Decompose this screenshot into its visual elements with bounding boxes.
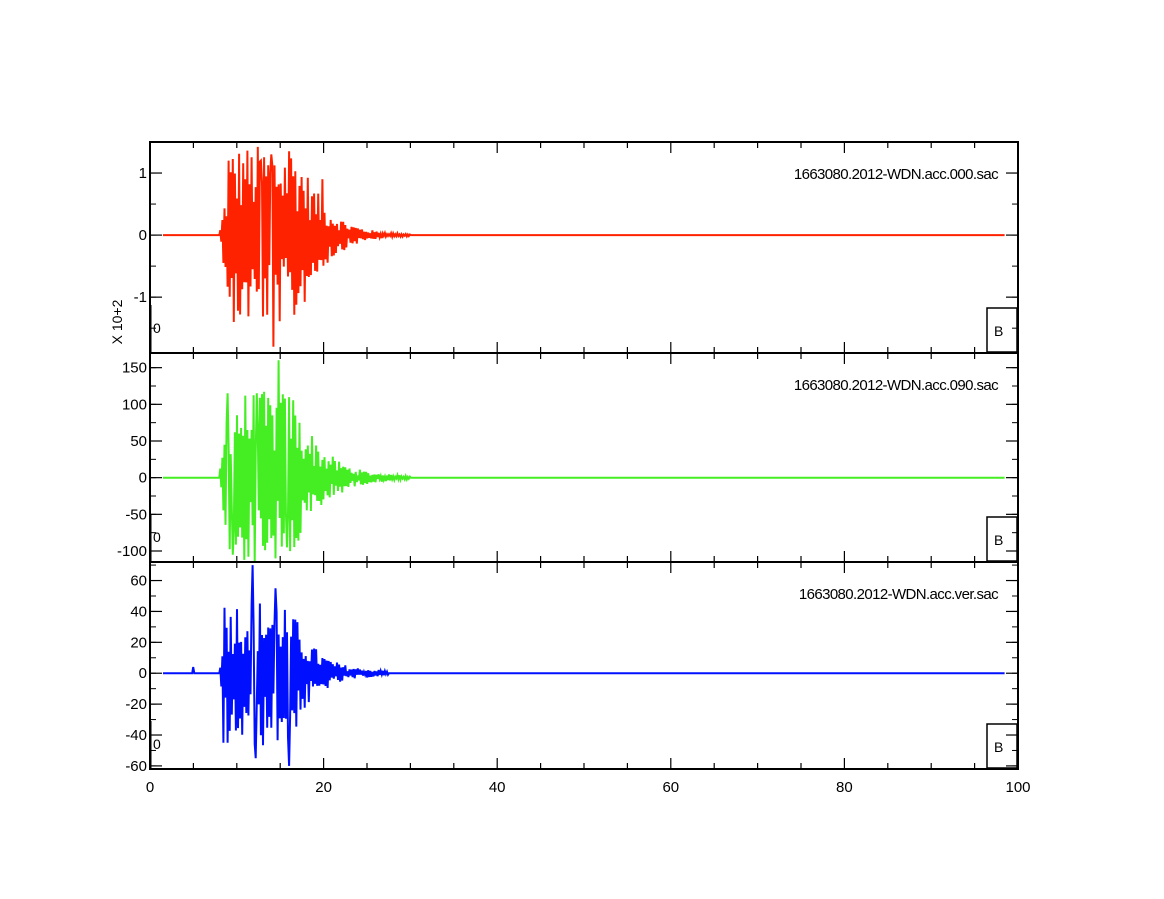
panel-1-trace: [163, 146, 1005, 347]
panel-3-y-tick-label: 60: [130, 573, 147, 590]
panel-2-y-tick-label: 50: [130, 433, 147, 450]
panel-1-y-tick-label: 0: [139, 227, 147, 244]
panels: 1 0 -1 1663080.2012-WDN.acc.000.sac 0 B 150 100…: [117, 141, 1019, 775]
panel-2-trace: [163, 360, 1005, 563]
x-tick-label: 100: [1005, 779, 1030, 796]
panel-3-title: 1663080.2012-WDN.acc.ver.sac: [799, 586, 999, 603]
panel-3-y-tick-label: 20: [130, 634, 147, 651]
x-tick-label: 40: [489, 779, 506, 796]
panel-2-y-tick-label: -100: [117, 543, 147, 560]
panel-1-title: 1663080.2012-WDN.acc.000.sac: [794, 166, 999, 183]
panel-2-title: 1663080.2012-WDN.acc.090.sac: [794, 377, 999, 394]
panel-3-y-tick-label: -40: [125, 727, 147, 744]
x-axis: 0 20 40 60 80 100: [146, 779, 1031, 796]
panel-2-end-marker: B: [994, 532, 1003, 548]
panel-3-end-marker-box: [986, 723, 1018, 769]
panel-3-trace: [163, 565, 1005, 766]
panel-2-begin-marker: 0: [153, 529, 161, 545]
panel-3: 60 40 20 0 -20 -40 -60 1663080.2012-WDN.acc.ver…: [125, 561, 1019, 775]
panel-1-begin-marker: 0: [153, 320, 161, 336]
panel-3-y-tick-label: 0: [139, 665, 147, 682]
panel-2-y-tick-label: 100: [122, 396, 147, 413]
panel-1-y-tick-label: -1: [134, 289, 147, 306]
panel-2-y-tick-label: 150: [122, 360, 147, 377]
panel-3-y-tick-label: 40: [130, 603, 147, 620]
panel-3-y-tick-label: -20: [125, 696, 147, 713]
panel-2-y-tick-label: -50: [125, 506, 147, 523]
panel-2-y-tick-label: 0: [139, 470, 147, 487]
panel-3-end-marker: B: [994, 739, 1003, 755]
panel-1-y-tick-label: 1: [139, 165, 147, 182]
x-tick-label: 60: [662, 779, 679, 796]
panel-3-y-tick-label: -60: [125, 758, 147, 775]
x-tick-label: 20: [315, 779, 332, 796]
panel-3-begin-marker: 0: [153, 736, 161, 752]
x-tick-label: 0: [146, 779, 154, 796]
panel-1-end-marker: B: [994, 323, 1003, 339]
panel-1-scale-label: X 10+2: [109, 299, 125, 344]
x-tick-label: 80: [836, 779, 853, 796]
